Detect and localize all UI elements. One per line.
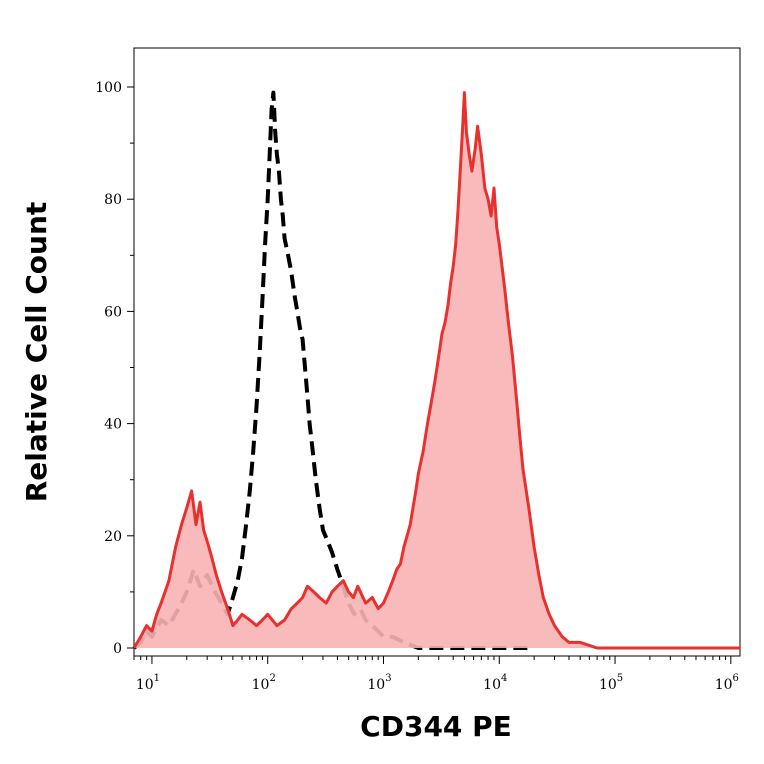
x-tick-label-10-2: 102 (252, 673, 276, 693)
plot-frame (133, 47, 741, 657)
x-tick-label-10-6: 106 (715, 673, 739, 693)
x-tick-label-10-3: 103 (367, 673, 391, 693)
x-tick-label-10-5: 105 (599, 673, 623, 693)
x-tick-label-10-4: 104 (483, 673, 507, 693)
y-tick-label-0: 0 (113, 641, 122, 657)
y-axis-title: Relative Cell Count (20, 202, 53, 503)
y-tick-label-40: 40 (104, 417, 122, 433)
x-axis-title: CD344 PE (360, 710, 512, 743)
y-tick-label-80: 80 (104, 192, 122, 208)
y-tick-label-100: 100 (95, 80, 122, 96)
y-tick-label-60: 60 (104, 304, 122, 320)
x-tick-label-10-1: 101 (136, 673, 160, 693)
y-tick-label-20: 20 (104, 529, 122, 545)
series-2-line (132, 91, 740, 650)
